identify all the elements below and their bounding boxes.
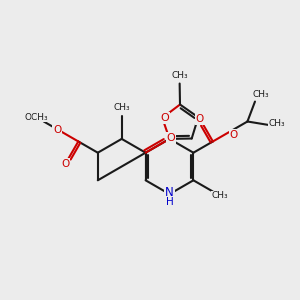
Text: O: O	[160, 113, 169, 123]
Text: O: O	[196, 114, 204, 124]
Text: H: H	[166, 196, 173, 207]
Text: O: O	[53, 125, 61, 135]
Text: CH₃: CH₃	[252, 90, 269, 99]
Text: O: O	[230, 130, 238, 140]
Text: OCH₃: OCH₃	[24, 112, 48, 122]
Text: CH₃: CH₃	[113, 103, 130, 112]
Text: O: O	[61, 159, 69, 169]
Text: CH₃: CH₃	[269, 119, 286, 128]
Text: CH₃: CH₃	[212, 191, 229, 200]
Text: N: N	[165, 186, 174, 199]
Text: O: O	[167, 133, 175, 143]
Text: CH₃: CH₃	[171, 70, 188, 80]
